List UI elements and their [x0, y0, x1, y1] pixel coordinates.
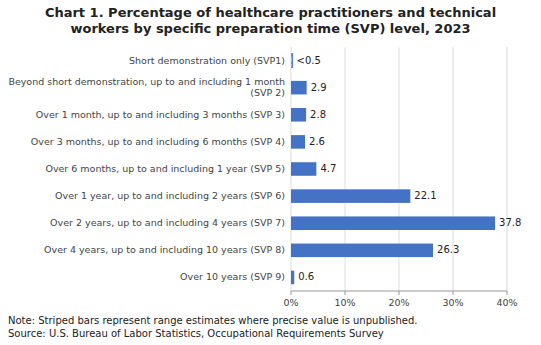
y-tick-label: Over 1 month, up to and including 3 mont… [36, 108, 285, 119]
grid-line [507, 47, 508, 291]
x-tick-label: 0% [283, 297, 298, 308]
data-label: 2.8 [310, 109, 326, 120]
bar [291, 189, 410, 203]
data-label: <0.5 [297, 55, 321, 66]
x-tick [399, 291, 400, 295]
chart: Chart 1. Percentage of healthcare practi… [0, 0, 541, 345]
y-tick-label: Over 1 year, up to and including 2 years… [55, 190, 285, 201]
y-tick-label: Beyond short demonstration, up to and in… [8, 76, 285, 98]
x-axis-line [291, 291, 507, 292]
y-tick-label: Over 6 months, up to and including 1 yea… [45, 163, 285, 174]
data-label: 2.9 [311, 82, 327, 93]
bar [291, 135, 305, 149]
x-tick-label: 40% [496, 297, 517, 308]
data-label: 22.1 [414, 190, 436, 201]
bar [291, 216, 495, 230]
data-label: 37.8 [499, 217, 521, 228]
data-label: 0.6 [298, 271, 314, 282]
x-tick-label: 10% [334, 297, 355, 308]
bar [291, 54, 293, 68]
grid [291, 47, 507, 291]
annotation: Note: Striped bars represent range estim… [8, 315, 418, 326]
y-tick-label: Over 10 years (SVP 9) [180, 271, 285, 282]
data-label: 4.7 [320, 163, 336, 174]
x-tick [345, 291, 346, 295]
x-axis: 0% 10% 20% 30% 40% [283, 291, 517, 308]
y-tick-label: Over 3 months, up to and including 6 mon… [31, 135, 285, 146]
y-axis-labels: Short demonstration only (SVP1) Beyond sh… [8, 54, 285, 282]
title: Chart 1. Percentage of healthcare practi… [45, 5, 496, 36]
y-tick-label: Over 4 years, up to and including 10 yea… [44, 244, 285, 255]
bar [291, 81, 307, 95]
bar [291, 271, 294, 285]
bar [291, 162, 316, 176]
y-tick-label: Short demonstration only (SVP1) [129, 54, 285, 65]
x-tick [507, 291, 508, 295]
x-tick-label: 20% [388, 297, 409, 308]
data-labels: <0.5 2.9 2.8 2.6 4.7 22.1 37.8 26.3 0.6 [297, 55, 522, 283]
annotation: Source: U.S. Bureau of Labor Statistics,… [8, 328, 384, 339]
data-label: 26.3 [437, 244, 459, 255]
x-tick [453, 291, 454, 295]
bars [291, 54, 495, 284]
x-tick-label: 30% [442, 297, 463, 308]
bar [291, 108, 306, 122]
x-tick [291, 291, 292, 295]
bar [291, 244, 433, 258]
y-tick-label: Over 2 years, up to and including 4 year… [50, 217, 285, 228]
data-label: 2.6 [309, 136, 325, 147]
